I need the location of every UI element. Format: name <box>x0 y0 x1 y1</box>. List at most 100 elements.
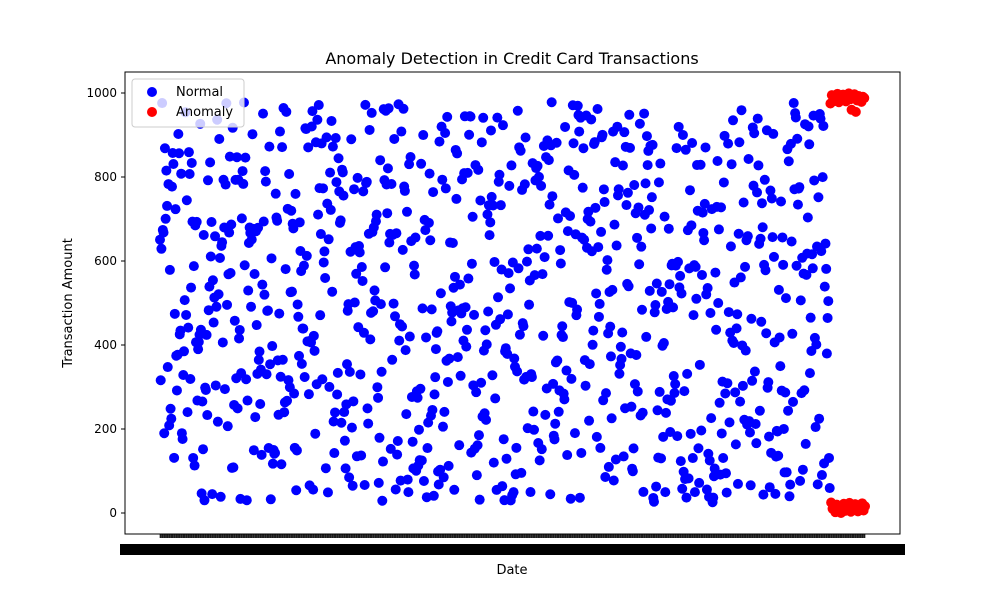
normal-point <box>783 156 794 167</box>
normal-point <box>239 260 250 271</box>
normal-point <box>689 487 700 498</box>
normal-point <box>183 147 194 158</box>
normal-point <box>364 124 375 135</box>
normal-point <box>649 307 660 318</box>
normal-point <box>186 282 197 293</box>
normal-point <box>177 434 188 444</box>
normal-point <box>358 327 369 338</box>
normal-point <box>246 301 257 312</box>
normal-point <box>322 487 333 498</box>
normal-point <box>672 256 683 267</box>
normal-point <box>514 329 525 340</box>
normal-point <box>330 133 341 144</box>
normal-point <box>222 421 233 432</box>
normal-point <box>519 179 530 190</box>
normal-point <box>780 293 791 304</box>
normal-point <box>323 234 334 245</box>
normal-point <box>705 307 716 318</box>
normal-point <box>225 267 236 278</box>
normal-point <box>347 480 358 491</box>
normal-point <box>536 444 547 455</box>
normal-point <box>198 230 209 241</box>
normal-point <box>694 359 705 370</box>
normal-point <box>551 137 562 148</box>
normal-point <box>299 372 310 382</box>
normal-point <box>162 362 173 373</box>
normal-point <box>512 366 523 377</box>
x-axis-label: Date <box>496 563 527 578</box>
normal-point <box>596 226 607 237</box>
normal-point <box>627 466 638 477</box>
normal-point <box>476 137 487 148</box>
normal-point <box>683 473 694 484</box>
normal-point <box>256 449 267 460</box>
normal-point <box>301 250 312 261</box>
normal-point <box>403 487 414 498</box>
normal-point <box>640 178 651 189</box>
normal-point <box>714 397 725 408</box>
normal-point <box>275 371 286 382</box>
normal-point <box>525 487 536 498</box>
normal-point <box>462 167 473 178</box>
normal-point <box>261 369 272 380</box>
normal-point <box>824 483 835 494</box>
normal-point <box>224 227 235 238</box>
normal-point <box>438 472 449 483</box>
normal-point <box>672 431 683 442</box>
normal-point <box>250 412 261 423</box>
normal-point <box>508 487 519 498</box>
normal-point <box>731 323 742 334</box>
normal-point <box>818 120 829 131</box>
normal-point <box>430 372 441 383</box>
normal-point <box>642 160 653 171</box>
normal-point <box>660 407 671 418</box>
normal-point <box>721 487 732 498</box>
normal-point <box>484 230 495 241</box>
normal-point <box>788 98 799 109</box>
normal-point <box>614 368 625 379</box>
normal-point <box>593 242 604 253</box>
normal-point <box>160 213 171 224</box>
normal-point <box>509 353 520 364</box>
normal-point <box>399 185 410 196</box>
normal-point <box>734 137 745 148</box>
normal-point <box>578 143 589 154</box>
normal-point <box>288 223 299 234</box>
anomaly-series <box>825 88 870 518</box>
normal-point <box>809 175 820 186</box>
normal-point <box>258 108 269 119</box>
normal-point <box>471 387 482 398</box>
normal-point <box>572 304 583 315</box>
normal-point <box>621 200 632 211</box>
normal-point <box>628 443 639 454</box>
normal-point <box>767 232 778 243</box>
normal-point <box>467 211 478 222</box>
normal-point <box>569 169 580 180</box>
normal-point <box>511 442 522 453</box>
normal-point <box>351 268 362 279</box>
normal-point <box>217 337 228 348</box>
normal-point <box>182 407 193 418</box>
normal-point <box>618 451 629 462</box>
normal-point <box>579 234 590 245</box>
normal-point <box>489 256 500 267</box>
normal-point <box>812 479 823 490</box>
normal-point <box>296 358 307 369</box>
normal-point <box>298 323 309 334</box>
normal-point <box>641 131 652 142</box>
normal-point <box>201 329 212 340</box>
normal-point <box>768 128 779 139</box>
normal-point <box>355 369 366 380</box>
normal-point <box>550 418 561 429</box>
normal-point <box>516 467 527 478</box>
normal-point <box>390 484 401 495</box>
normal-point <box>276 459 287 470</box>
normal-point <box>332 389 343 400</box>
normal-point <box>404 331 415 342</box>
normal-point <box>688 310 699 321</box>
normal-point <box>677 483 688 494</box>
normal-point <box>205 157 216 168</box>
normal-point <box>421 332 432 343</box>
normal-point <box>342 359 353 370</box>
normal-point <box>265 359 276 370</box>
